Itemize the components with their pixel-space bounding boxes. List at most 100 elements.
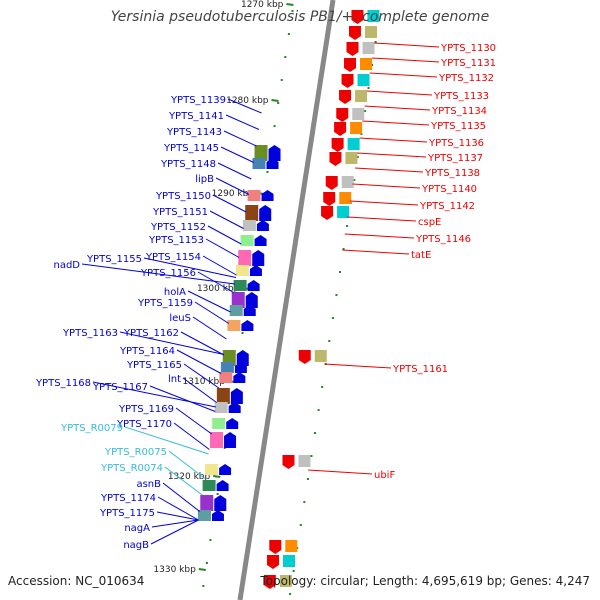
gene-label: YPTS_1137 [427, 153, 483, 164]
connector-line [369, 72, 438, 78]
cog-block [235, 265, 249, 276]
reverse-gene-arrow [282, 455, 295, 469]
connector-line [150, 519, 199, 545]
connector-line [212, 194, 247, 213]
connector-line [81, 263, 236, 285]
tick-label: 1300 kbp [197, 284, 240, 294]
connector-line [175, 407, 213, 435]
cog-block [197, 510, 211, 521]
cog-block [345, 152, 358, 164]
forward-gene-arrow [211, 510, 224, 521]
gene-label: YPTS_R0075 [104, 447, 167, 458]
cog-block [229, 305, 243, 316]
connector-line [157, 496, 199, 521]
forward-gene-arrow [230, 388, 243, 404]
guide-dot [299, 524, 302, 526]
gene-label: YPTS_1156 [140, 268, 196, 279]
connector-line [202, 255, 237, 276]
connector-line [357, 152, 427, 158]
connector-line [366, 90, 433, 96]
gene-label: YPTS_1146 [415, 234, 471, 245]
guide-dot [310, 455, 313, 457]
gene-label: YPTS_1154 [145, 252, 201, 263]
connector-line [308, 469, 373, 475]
connector-line [173, 422, 210, 450]
connector-line [209, 210, 244, 229]
tick-label: 1280 kbp [226, 96, 269, 106]
gene-label: YPTS_1159 [137, 298, 193, 309]
guide-dot [353, 179, 356, 181]
connector-line [149, 385, 216, 412]
guide-dot [306, 478, 309, 480]
cog-block [341, 176, 354, 188]
connector-line [371, 57, 440, 63]
forward-gene-arrow [219, 464, 232, 475]
gene-label: YPTS_1168 [35, 378, 91, 389]
gene-label: YPTS_1155 [86, 254, 142, 265]
gene-label: YPTS_1153 [148, 235, 204, 246]
reverse-gene-arrow [298, 350, 311, 364]
gene-label: ubiF [374, 470, 395, 481]
gene-label: YPTS_1145 [163, 143, 219, 154]
guide-dot [374, 41, 377, 43]
reverse-gene-arrow [348, 26, 361, 40]
gene-label: YPTS_1131 [440, 58, 496, 69]
reverse-gene-arrow [344, 58, 357, 72]
reverse-gene-arrow [321, 206, 334, 220]
cog-block [214, 402, 228, 413]
gene-label: tatE [411, 250, 431, 261]
connector-line [227, 98, 262, 114]
reverse-gene-arrow [346, 42, 359, 56]
forward-gene-arrow [216, 480, 229, 491]
cog-block [219, 372, 233, 383]
genome-info-text: Topology: circular; Length: 4,695,619 bp… [260, 574, 590, 588]
tick-mark [213, 475, 221, 478]
guide-dot [371, 64, 374, 66]
cog-block [357, 74, 370, 86]
forward-gene-arrow [259, 205, 272, 221]
forward-gene-arrow [247, 280, 260, 291]
connector-line [92, 381, 217, 408]
guide-dot [280, 79, 283, 81]
connector-line [168, 450, 206, 479]
cog-block [352, 108, 365, 120]
forward-gene-arrow [233, 372, 246, 383]
gene-label: YPTS_1133 [433, 91, 489, 102]
reverse-gene-arrow [263, 575, 276, 589]
guide-dot [291, 10, 294, 12]
forward-gene-arrow [266, 158, 279, 169]
backbone-line [237, 0, 336, 600]
connector-line [352, 183, 421, 189]
guide-dot [287, 33, 290, 35]
connector-line [124, 426, 209, 455]
connector-line [347, 216, 417, 222]
gene-label: YPTS_1152 [150, 222, 206, 233]
gene-label: YPTS_1143 [166, 127, 222, 138]
cog-block [227, 320, 241, 331]
guide-dot [205, 562, 208, 564]
cog-block [282, 555, 295, 567]
reverse-gene-arrow [351, 10, 364, 24]
connector-line [143, 257, 237, 278]
gene-label: YPTS_1140 [421, 184, 477, 195]
cog-block [254, 145, 268, 161]
gene-label: YPTS_1150 [155, 191, 211, 202]
tick-label: 1290 kbp [212, 189, 255, 199]
gene-label: YPTS_1170 [116, 419, 172, 430]
gene-label: YPTS_R0074 [100, 463, 163, 474]
guide-dot [367, 87, 370, 89]
gene-label: holA [164, 287, 186, 298]
connector-line [354, 167, 424, 173]
connector-line [207, 225, 242, 245]
tick-mark [198, 568, 206, 571]
gene-label: YPTS_1163 [62, 328, 118, 339]
gene-label: YPTS_1167 [92, 382, 148, 393]
cog-block [279, 575, 292, 587]
reverse-gene-arrow [266, 555, 279, 569]
gene-label: cspE [418, 217, 441, 228]
guide-dot [331, 317, 334, 319]
cog-block [220, 362, 234, 373]
reverse-gene-arrow [339, 90, 352, 104]
guide-dot [338, 271, 341, 273]
gene-label: leuS [169, 313, 191, 324]
